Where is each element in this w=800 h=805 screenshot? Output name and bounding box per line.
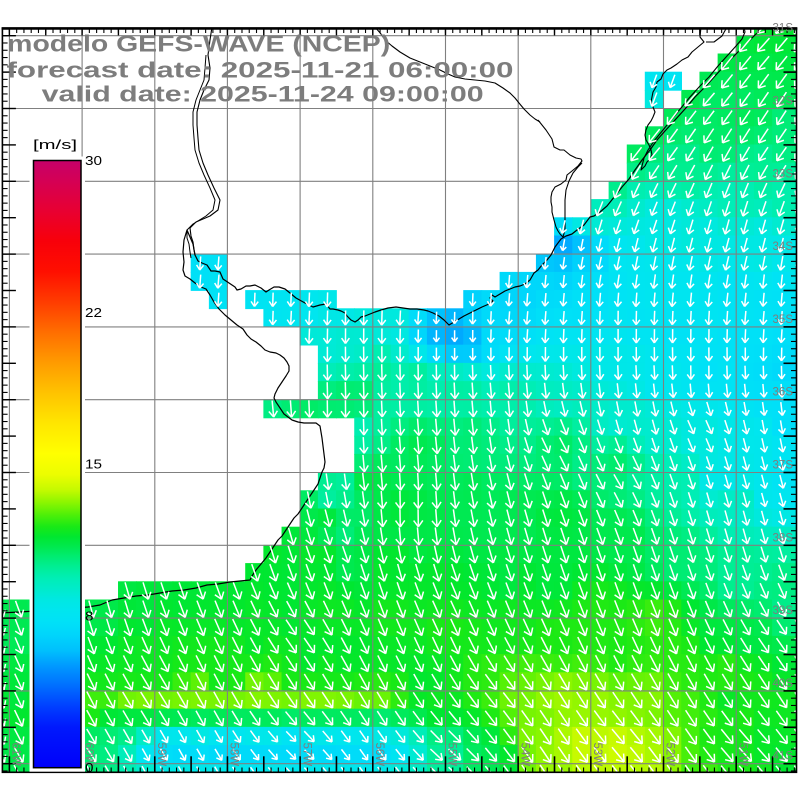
svg-text:39S: 39S [773, 605, 794, 617]
svg-text:58W: 58W [228, 743, 240, 767]
svg-text:53W: 53W [591, 743, 603, 767]
svg-text:35S: 35S [773, 314, 794, 326]
svg-text:22: 22 [85, 305, 102, 320]
svg-text:54W: 54W [518, 743, 530, 767]
svg-text:31S: 31S [773, 23, 794, 35]
svg-text:modelo GEFS-WAVE (NCEP): modelo GEFS-WAVE (NCEP) [7, 31, 390, 57]
svg-text:34S: 34S [773, 241, 794, 253]
svg-text:15: 15 [85, 457, 102, 472]
svg-text:32S: 32S [773, 96, 794, 108]
svg-text:57W: 57W [300, 743, 312, 767]
svg-text:59W: 59W [155, 743, 167, 767]
svg-text:37S: 37S [773, 460, 794, 472]
svg-text:36S: 36S [773, 387, 794, 399]
svg-text:60W: 60W [82, 743, 94, 767]
svg-text:forecast date: 2025-11-21 06:0: forecast date: 2025-11-21 06:00:00 [7, 57, 514, 82]
svg-text:8: 8 [85, 608, 94, 623]
svg-text:38S: 38S [773, 532, 794, 544]
svg-text:51W: 51W [736, 743, 748, 767]
svg-text:30: 30 [85, 153, 102, 168]
svg-text:[m/s]: [m/s] [33, 137, 77, 152]
svg-text:41S: 41S [773, 751, 794, 763]
svg-text:33S: 33S [773, 168, 794, 180]
svg-text:52W: 52W [664, 743, 676, 767]
svg-text:valid date: 2025-11-24 09:00:0: valid date: 2025-11-24 09:00:00 [42, 82, 484, 107]
svg-text:0: 0 [85, 760, 94, 775]
svg-text:40S: 40S [773, 678, 794, 690]
svg-text:55W: 55W [446, 743, 458, 767]
svg-text:61W: 61W [10, 743, 22, 767]
svg-text:56W: 56W [373, 743, 385, 767]
